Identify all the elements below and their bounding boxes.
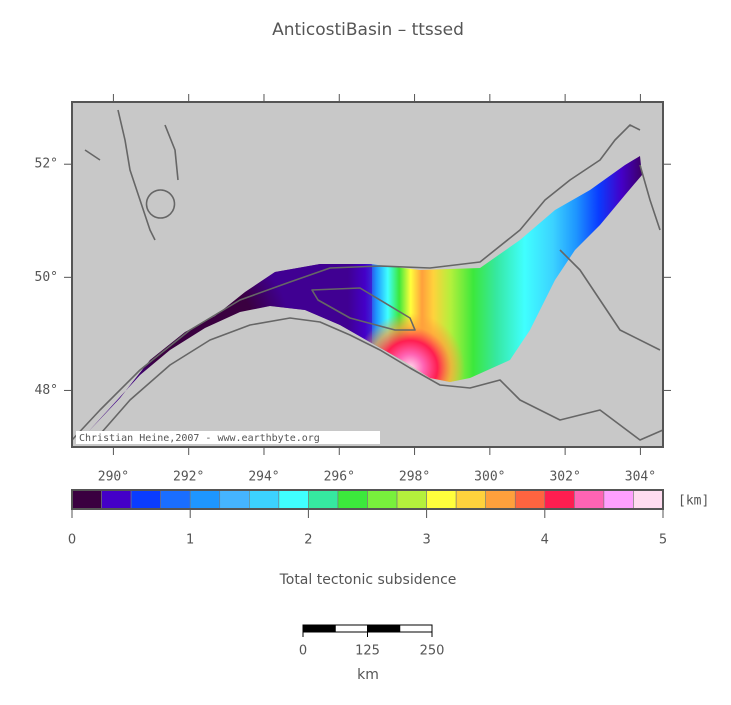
colorbar-swatch xyxy=(101,489,132,510)
scalebar-segment xyxy=(334,624,368,633)
scalebar-tick-label: 250 xyxy=(420,644,445,659)
scalebar-tick-label: 0 xyxy=(299,644,307,659)
colorbar-swatch xyxy=(189,489,221,510)
map-frame xyxy=(71,101,664,448)
colorbar-swatch xyxy=(71,489,102,510)
colorbar-swatch xyxy=(603,489,634,510)
colorbar-swatch xyxy=(455,489,486,510)
lon-tick-label: 290° xyxy=(98,470,129,485)
colorbar-swatch xyxy=(160,489,191,510)
colorbar-swatch xyxy=(633,489,664,510)
colorbar-tick-label: 4 xyxy=(541,533,549,548)
colorbar-swatch xyxy=(130,489,161,510)
colorbar-unit: [km] xyxy=(678,494,709,509)
colorbar-swatch xyxy=(396,489,427,510)
lon-tick-label: 302° xyxy=(549,470,580,485)
colorbar-tick-label: 1 xyxy=(186,533,194,548)
colorbar-border xyxy=(71,489,664,510)
colorbar-swatch xyxy=(367,489,398,510)
colorbar-swatch xyxy=(337,489,368,510)
lon-tick-label: 294° xyxy=(248,470,279,485)
credit-box xyxy=(76,431,380,444)
colorbar-swatch xyxy=(249,489,280,510)
colorbar-swatch xyxy=(219,489,250,510)
lon-tick-label: 304° xyxy=(625,470,656,485)
scalebar-unit: km xyxy=(357,667,379,683)
colorbar-tick-label: 5 xyxy=(659,533,667,548)
title: AnticostiBasin – ttssed xyxy=(272,20,464,40)
lon-tick-label: 296° xyxy=(324,470,355,485)
lat-tick-label: 50° xyxy=(35,270,58,285)
scalebar-segment xyxy=(302,624,336,633)
scalebar-segment xyxy=(367,624,401,633)
lon-tick-label: 292° xyxy=(173,470,204,485)
colorbar-swatch xyxy=(278,489,309,510)
colorbar-swatch xyxy=(574,489,605,510)
colorbar-swatch xyxy=(485,489,516,510)
lon-tick-label: 300° xyxy=(474,470,505,485)
credit: Christian Heine,2007 - www.earthbyte.org xyxy=(79,433,320,444)
lat-tick-label: 48° xyxy=(35,383,58,398)
coastlines xyxy=(71,109,664,441)
colorbar-swatch xyxy=(308,489,339,510)
colorbar-swatch xyxy=(426,489,457,510)
lat-tick-label: 52° xyxy=(35,157,58,172)
scalebar-segment xyxy=(399,624,433,633)
colorbar-tick-label: 3 xyxy=(422,533,430,548)
colorbar-tick-label: 2 xyxy=(304,533,312,548)
colorbar-swatch xyxy=(544,489,575,510)
lon-tick-label: 298° xyxy=(399,470,430,485)
colorbar-swatch xyxy=(514,489,546,510)
colorbar-tick-label: 0 xyxy=(68,533,76,548)
colorbar-label: Total tectonic subsidence xyxy=(279,572,457,588)
scalebar-tick-label: 125 xyxy=(355,644,380,659)
